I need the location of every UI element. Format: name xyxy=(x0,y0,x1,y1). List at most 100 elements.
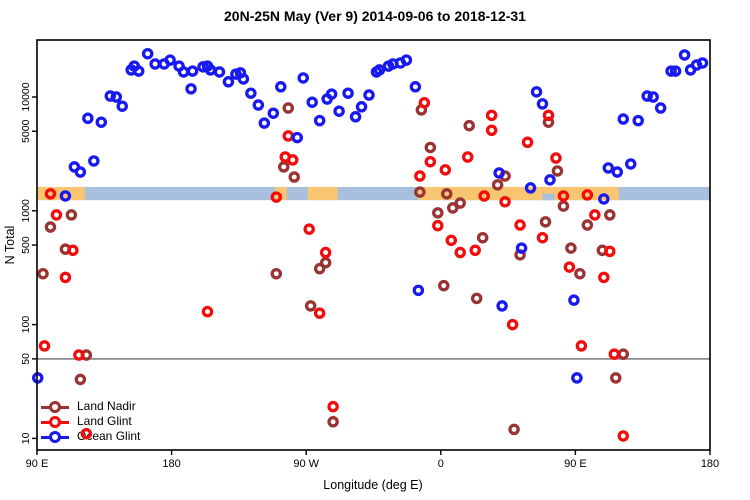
data-point-ocean-glint xyxy=(568,294,580,306)
map-band-ocean-notch xyxy=(542,193,555,201)
data-point-ocean-glint xyxy=(654,102,667,114)
data-point-ocean-glint xyxy=(400,54,413,66)
data-point-ocean-glint xyxy=(82,112,94,125)
data-point-ocean-glint xyxy=(382,60,395,72)
data-point-ocean-glint xyxy=(632,114,644,127)
data-point-land-glint xyxy=(59,271,72,284)
data-point-land-nadir xyxy=(596,244,609,257)
land-glint-marker-icon xyxy=(41,415,69,428)
data-point-ocean-glint xyxy=(104,90,117,102)
data-point-land-nadir xyxy=(74,373,87,386)
data-point-land-nadir xyxy=(539,216,552,228)
data-point-ocean-glint xyxy=(530,86,543,98)
data-point-ocean-glint xyxy=(598,193,610,205)
data-point-land-nadir xyxy=(551,165,564,177)
data-point-land-nadir xyxy=(37,267,49,280)
data-point-land-glint xyxy=(313,307,326,319)
y-tick-label: 100 xyxy=(20,316,32,334)
data-point-ocean-glint xyxy=(493,167,505,179)
data-point-ocean-glint xyxy=(252,99,265,111)
data-point-ocean-glint xyxy=(678,49,691,61)
data-point-land-glint xyxy=(319,246,332,259)
data-point-ocean-glint xyxy=(611,166,624,178)
y-tick-label: 50 xyxy=(20,353,32,365)
data-point-land-glint xyxy=(286,154,299,166)
data-point-ocean-glint xyxy=(177,66,190,78)
plot-box xyxy=(36,39,711,451)
data-point-ocean-glint xyxy=(68,161,81,173)
data-point-land-nadir xyxy=(270,267,283,280)
y-tick-label: 1000 xyxy=(20,199,32,223)
data-point-land-glint xyxy=(303,223,315,235)
y-tick-label: 10 xyxy=(20,432,32,444)
data-point-ocean-glint xyxy=(234,67,247,79)
data-point-ocean-glint xyxy=(342,87,354,99)
data-point-land-nadir xyxy=(59,243,72,255)
data-point-ocean-glint xyxy=(641,90,653,102)
y-tick-label: 10000 xyxy=(20,82,32,111)
data-point-land-nadir xyxy=(282,102,295,114)
data-point-land-nadir xyxy=(288,171,300,183)
data-point-ocean-glint xyxy=(158,58,170,70)
data-point-ocean-glint xyxy=(125,64,137,76)
data-point-land-nadir xyxy=(557,200,570,212)
data-point-ocean-glint xyxy=(116,100,128,112)
data-point-land-glint xyxy=(38,340,51,352)
data-point-ocean-glint xyxy=(275,81,287,93)
data-point-ocean-glint xyxy=(74,166,87,178)
data-point-ocean-glint xyxy=(524,182,537,194)
data-point-ocean-glint xyxy=(544,174,556,186)
data-point-ocean-glint xyxy=(258,117,271,129)
map-band-ocean xyxy=(37,186,710,201)
data-point-ocean-glint xyxy=(88,155,100,167)
data-point-land-glint xyxy=(67,244,79,257)
data-point-land-nadir xyxy=(304,300,317,312)
data-point-land-glint xyxy=(575,340,588,352)
data-point-ocean-glint xyxy=(355,101,368,113)
data-point-land-nadir xyxy=(604,209,616,221)
data-point-ocean-glint xyxy=(496,300,508,312)
data-point-land-glint xyxy=(454,246,466,259)
map-band-land xyxy=(307,186,338,201)
data-point-ocean-glint xyxy=(291,131,303,144)
data-point-land-nadir xyxy=(278,161,290,173)
legend-item-ocean-glint: Ocean Glint xyxy=(41,429,140,444)
data-point-ocean-glint xyxy=(412,284,425,297)
x-axis-title: Longitude (deg E) xyxy=(323,478,422,492)
data-point-land-nadir xyxy=(499,170,511,182)
data-point-land-nadir xyxy=(470,292,483,305)
data-point-land-glint xyxy=(536,231,549,244)
data-point-land-glint xyxy=(604,245,616,258)
data-point-land-glint xyxy=(550,152,562,164)
data-point-land-nadir xyxy=(44,221,57,233)
data-point-ocean-glint xyxy=(95,116,108,128)
data-point-land-nadir xyxy=(65,209,78,221)
data-point-ocean-glint xyxy=(245,87,257,99)
data-point-ocean-glint xyxy=(363,89,375,101)
data-point-ocean-glint xyxy=(297,72,309,84)
legend-label-land-nadir: Land Nadir xyxy=(77,399,136,413)
x-tick-label: 90 E xyxy=(26,458,49,470)
data-point-land-glint xyxy=(485,124,498,137)
data-point-land-nadir xyxy=(565,242,577,254)
map-band-land xyxy=(37,186,85,201)
legend-label-ocean-glint: Ocean Glint xyxy=(77,429,141,443)
x-tick-label: 180 xyxy=(162,458,180,470)
data-point-land-glint xyxy=(418,97,431,109)
data-point-land-nadir xyxy=(438,279,450,292)
data-point-land-nadir xyxy=(491,179,504,191)
data-point-ocean-glint xyxy=(571,372,583,384)
data-point-land-glint xyxy=(469,244,481,257)
data-point-land-glint xyxy=(478,190,490,202)
map-band-land xyxy=(418,186,619,201)
data-point-ocean-glint xyxy=(201,60,214,72)
data-point-land-nadir xyxy=(581,219,594,231)
data-point-ocean-glint xyxy=(536,98,549,110)
data-point-ocean-glint xyxy=(222,76,235,88)
data-point-ocean-glint xyxy=(370,66,383,78)
data-point-land-glint xyxy=(50,209,63,221)
data-point-land-nadir xyxy=(414,186,426,198)
data-point-land-glint xyxy=(485,109,498,122)
data-point-land-glint xyxy=(608,348,621,360)
data-point-land-glint xyxy=(445,234,458,247)
